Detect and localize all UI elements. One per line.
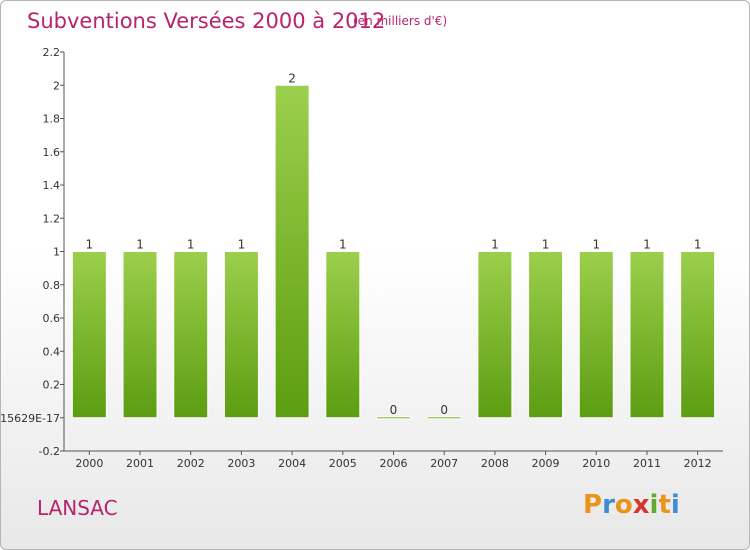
bar-2000	[71, 251, 107, 419]
value-label: 2	[288, 71, 296, 85]
value-label: 1	[592, 238, 600, 252]
y-tick-label: 1.8	[43, 113, 61, 126]
y-tick-label: 0.2	[43, 379, 61, 392]
x-tick-label: 2004	[278, 457, 306, 470]
x-tick-label: 2012	[684, 457, 712, 470]
x-tick-label: 2005	[329, 457, 357, 470]
bar-2012	[680, 251, 716, 419]
y-tick-label: 0.4	[43, 345, 61, 358]
value-label: 1	[136, 238, 144, 252]
value-label: 1	[643, 238, 651, 252]
x-tick-label: 2000	[75, 457, 103, 470]
value-label: 0	[440, 403, 448, 417]
bar-2010	[578, 251, 614, 419]
logo-letter: i	[670, 490, 680, 520]
chart-bars	[71, 84, 716, 420]
bar-2008	[477, 251, 513, 419]
bar-2001	[122, 251, 158, 419]
logo-letter: o	[614, 490, 633, 520]
y-tick-label: 1.2	[43, 212, 61, 225]
value-label: 1	[187, 238, 195, 252]
chart-title: Subventions Versées 2000 à 2012	[27, 9, 386, 33]
y-tick-label: 0.8	[43, 279, 61, 292]
y-tick-label: 2.2	[43, 46, 61, 59]
bar-2004	[274, 84, 310, 419]
bar-2011	[629, 251, 665, 419]
value-label: 1	[238, 238, 246, 252]
bar-2003	[223, 251, 259, 419]
y-tick-label: 2	[53, 79, 60, 92]
bar-2009	[528, 251, 564, 419]
x-tick-label: 2011	[633, 457, 661, 470]
chart-subtitle: (en milliers d'€)	[353, 14, 448, 28]
logo-letter: r	[602, 490, 615, 520]
y-tick-label: -1.5015629E-17	[1, 412, 60, 425]
logo-letter: P	[583, 490, 603, 520]
x-tick-label: 2007	[430, 457, 458, 470]
place-name: LANSAC	[37, 496, 118, 520]
value-label: 1	[339, 238, 347, 252]
logo-letter: i	[649, 490, 659, 520]
bar-2002	[173, 251, 209, 419]
logo-letter: x	[632, 490, 650, 520]
bar-2005	[325, 251, 361, 419]
proxiti-logo[interactable]: Proxiti	[583, 490, 680, 520]
chart-value-labels: 1 1 1 1 2 1 0 0 1 1 1 1 1	[86, 71, 702, 417]
y-tick-label: -0.2	[39, 445, 60, 458]
y-tick-label: 1.4	[43, 179, 61, 192]
x-tick-label: 2002	[177, 457, 205, 470]
logo-letter: t	[658, 490, 671, 520]
x-tick-label: 2010	[582, 457, 610, 470]
x-tick-label: 2008	[481, 457, 509, 470]
y-tick-label: 0.6	[43, 312, 61, 325]
value-label: 1	[491, 238, 499, 252]
chart-axes: -0.2 -1.5015629E-17 0.2 0.4 0.6 0.8 1 1.2 1.4 1.6…	[1, 46, 723, 470]
x-tick-label: 2006	[380, 457, 408, 470]
bar-2006	[376, 416, 411, 420]
x-tick-label: 2001	[126, 457, 154, 470]
bar-2007	[426, 416, 462, 420]
x-tick-label: 2003	[227, 457, 255, 470]
value-label: 1	[86, 238, 94, 252]
value-label: 1	[542, 238, 550, 252]
y-tick-label: 1	[53, 246, 60, 259]
value-label: 0	[390, 403, 398, 417]
value-label: 1	[694, 238, 702, 252]
y-tick-label: 1.6	[43, 146, 61, 159]
x-tick-label: 2009	[532, 457, 560, 470]
